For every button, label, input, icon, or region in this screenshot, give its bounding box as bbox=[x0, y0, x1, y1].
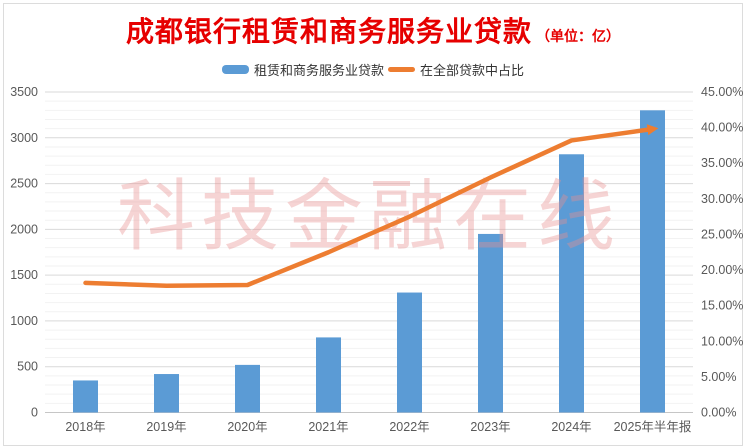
bar-2021年 bbox=[316, 337, 341, 413]
right-axis-tick-label: 15.00% bbox=[701, 299, 743, 313]
legend-label-loans: 租赁和商务服务业贷款 bbox=[253, 63, 384, 78]
left-axis-tick-label: 500 bbox=[17, 360, 38, 374]
x-axis-label-2025年半年报: 2025年半年报 bbox=[614, 419, 692, 434]
left-axis-tick-label: 1500 bbox=[10, 268, 38, 282]
chart-title: 成都银行租赁和商务服务业贷款 bbox=[125, 17, 532, 48]
left-axis-tick-label: 0 bbox=[31, 406, 38, 420]
legend-label-ratio: 在全部贷款中占比 bbox=[420, 63, 525, 78]
left-axis-tick-label: 3000 bbox=[10, 131, 38, 145]
bar-2025年半年报 bbox=[640, 110, 665, 413]
bar-series-swatch-icon bbox=[221, 65, 249, 74]
chart-image-border bbox=[3, 3, 743, 446]
ratio-line-arrowhead-icon bbox=[646, 124, 659, 136]
ratio-line bbox=[83, 126, 655, 288]
right-axis-tick-label: 35.00% bbox=[701, 156, 743, 170]
chart-title-row: 成都银行租赁和商务服务业贷款 （单位：亿） bbox=[0, 10, 746, 50]
left-axis-tick-label: 1000 bbox=[10, 314, 38, 328]
bar-2019年 bbox=[154, 374, 179, 413]
right-axis-tick-label: 10.00% bbox=[701, 334, 743, 348]
bar-2022年 bbox=[397, 292, 422, 413]
watermark-text: 科技金融在线 bbox=[117, 172, 621, 260]
legend-item-ratio: 在全部贷款中占比 bbox=[388, 60, 524, 79]
x-axis-label-2021年: 2021年 bbox=[308, 420, 348, 434]
right-axis-tick-label: 25.00% bbox=[701, 227, 743, 241]
legend-item-loans: 租赁和商务服务业贷款 bbox=[221, 60, 384, 79]
x-axis-label-2022年: 2022年 bbox=[389, 420, 429, 434]
bar-2020年 bbox=[235, 364, 260, 413]
right-axis-tick-label: 0.00% bbox=[701, 406, 736, 420]
right-axis-tick-label: 45.00% bbox=[701, 85, 743, 99]
right-axis-tick-label: 40.00% bbox=[701, 121, 743, 135]
bar-2024年 bbox=[559, 154, 584, 413]
x-axis-label-2023年: 2023年 bbox=[470, 420, 510, 434]
left-axis-tick-label: 3500 bbox=[10, 85, 38, 99]
x-axis-label-2020年: 2020年 bbox=[227, 420, 267, 434]
left-axis-tick-label: 2500 bbox=[10, 177, 38, 191]
x-axis-label-2024年: 2024年 bbox=[551, 420, 591, 434]
right-axis-tick-label: 20.00% bbox=[701, 263, 743, 277]
right-axis-tick-label: 30.00% bbox=[701, 192, 743, 206]
chart-title-unit: （单位：亿） bbox=[536, 30, 620, 45]
line-series-swatch-icon bbox=[388, 67, 415, 72]
x-axis-label-2019年: 2019年 bbox=[146, 420, 186, 434]
bar-2018年 bbox=[73, 380, 98, 413]
x-axis-label-2018年: 2018年 bbox=[65, 420, 105, 434]
right-axis-tick-label: 5.00% bbox=[701, 370, 736, 384]
left-axis-tick-label: 2000 bbox=[10, 222, 38, 236]
bar-2023年 bbox=[478, 233, 503, 413]
chart-legend: 租赁和商务服务业贷款 在全部贷款中占比 bbox=[0, 60, 746, 79]
